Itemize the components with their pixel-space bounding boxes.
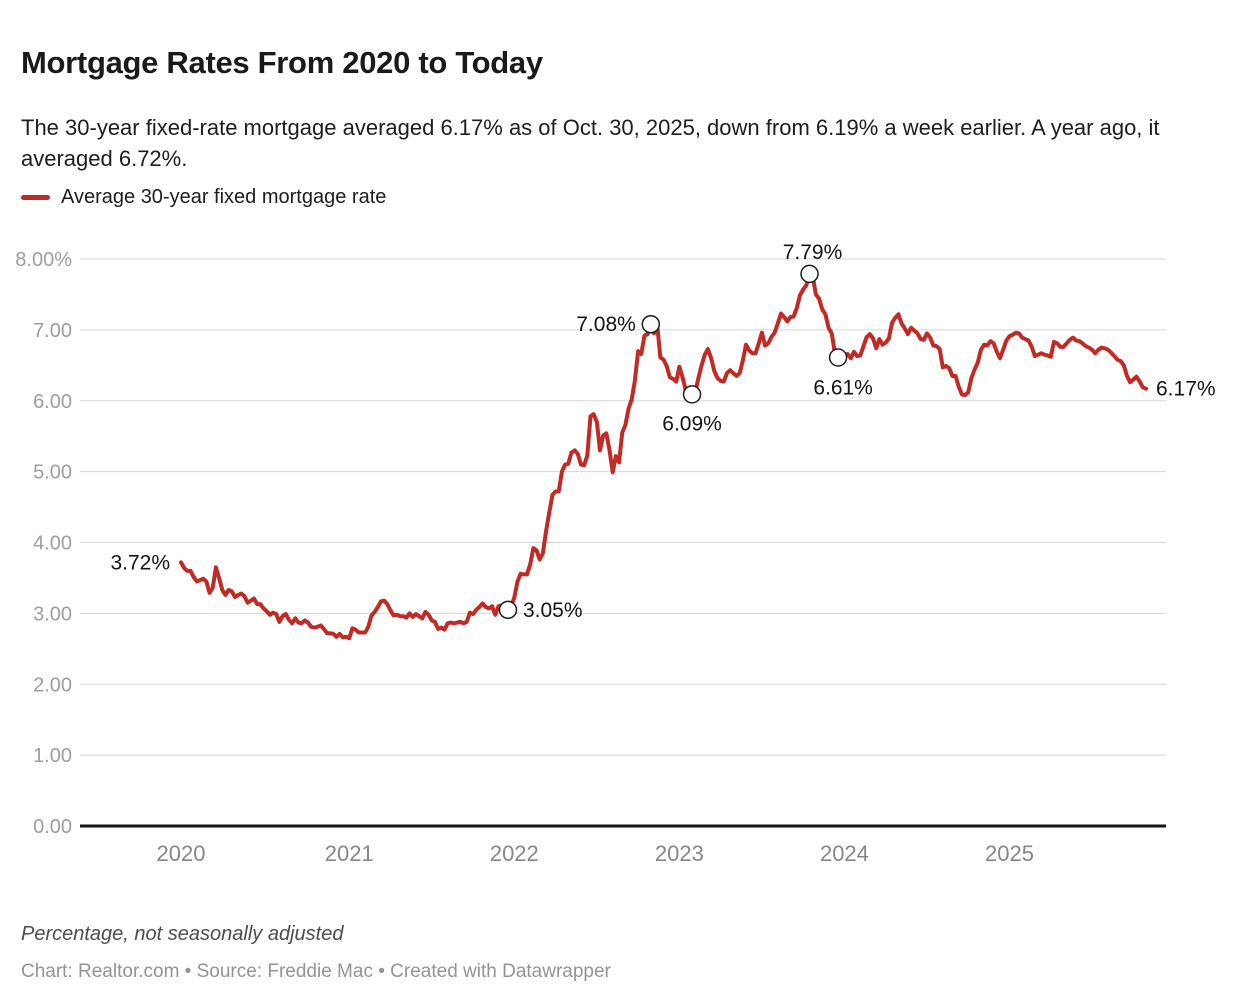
y-axis-label-0.00: 0.00 xyxy=(33,816,72,838)
y-axis-label-7.00: 7.00 xyxy=(33,320,72,342)
annotation-label-7.79: 7.79% xyxy=(783,241,843,264)
marker-6.09 xyxy=(682,385,702,404)
marker-7.08 xyxy=(641,314,661,334)
annotation-label-6.09: 6.09% xyxy=(662,412,722,435)
y-axis-label-5.00: 5.00 xyxy=(33,462,72,484)
annotation-label-6.17: 6.17% xyxy=(1156,378,1216,401)
y-axis-label-4.00: 4.00 xyxy=(33,533,72,555)
marker-3.05 xyxy=(498,600,518,620)
y-axis-label-8.00: 8.00% xyxy=(15,249,72,271)
annotation-label-3.72: 3.72% xyxy=(110,551,170,574)
x-axis-label-2023: 2023 xyxy=(655,841,704,866)
marker-7.79 xyxy=(800,264,819,284)
chart-subtitle: The 30-year fixed-rate mortgage averaged… xyxy=(21,115,1160,171)
x-axis-label-2022: 2022 xyxy=(490,841,539,866)
y-axis-label-6.00: 6.00 xyxy=(33,391,72,413)
rate-line xyxy=(179,271,1148,641)
x-axis-label-2025: 2025 xyxy=(985,841,1034,866)
x-axis-label-2020: 2020 xyxy=(157,841,206,866)
legend-line-swatch xyxy=(21,195,50,200)
marker-6.61 xyxy=(828,348,848,367)
annotation-label-6.61: 6.61% xyxy=(813,377,873,400)
credits-line: Chart: Realtor.com • Source: Freddie Mac… xyxy=(21,961,611,982)
y-axis-label-2.00: 2.00 xyxy=(33,674,72,696)
annotation-label-7.08: 7.08% xyxy=(576,313,636,336)
legend-label: Average 30-year fixed mortgage rate xyxy=(61,186,387,208)
page-title: Mortgage Rates From 2020 to Today xyxy=(21,44,543,80)
y-axis-label-3.00: 3.00 xyxy=(33,603,72,625)
legend: Average 30-year fixed mortgage rate xyxy=(21,186,386,209)
annotation-label-3.05: 3.05% xyxy=(523,599,583,622)
x-axis-label-2021: 2021 xyxy=(325,841,374,866)
x-axis-label-2024: 2024 xyxy=(820,841,869,866)
unit-note: Percentage, not seasonally adjusted xyxy=(21,923,344,945)
y-axis-label-1.00: 1.00 xyxy=(33,745,72,767)
